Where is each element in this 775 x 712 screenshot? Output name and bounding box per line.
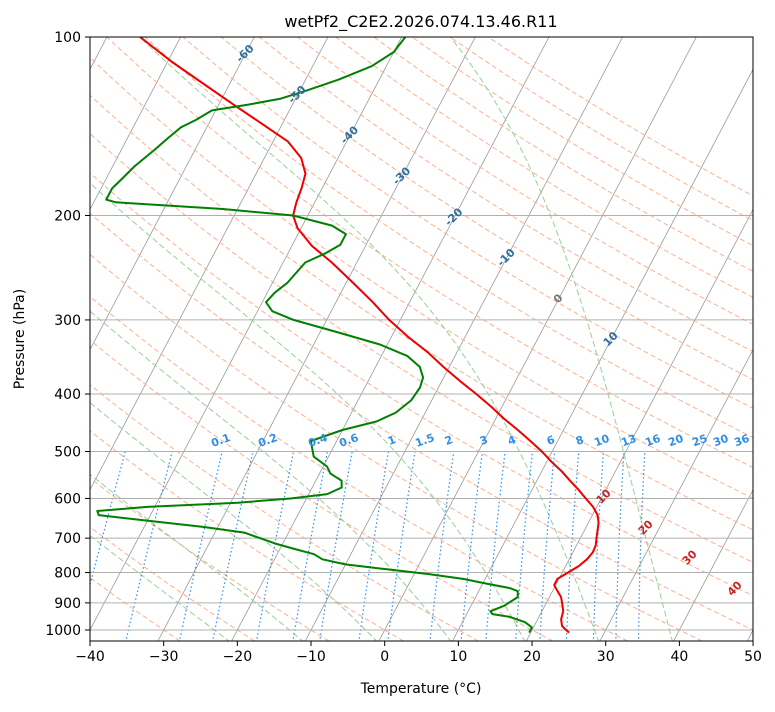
dry-adiabat-line (90, 212, 753, 631)
mixing-ratio-line (515, 451, 533, 641)
mixing-ratio-label: 25 (690, 432, 709, 449)
temperature-profile-line (139, 37, 600, 634)
plot-frame (89, 36, 754, 642)
mixing-ratio-line (90, 451, 126, 588)
isotherm-line (90, 37, 329, 491)
mixing-ratio-line (539, 451, 556, 641)
mixing-ratio-label: 4 (506, 433, 518, 448)
mixing-ratio-label: 0.4 (306, 431, 329, 450)
dry-adiabat-line (106, 37, 753, 469)
isotherm-line (378, 37, 697, 641)
mixing-ratio-label: 8 (574, 433, 586, 448)
dry-adiabat-line (411, 37, 753, 247)
mixing-ratio-label: 10 (592, 432, 611, 450)
y-tick-label: 1000 (45, 623, 81, 639)
isotherm-line (599, 348, 753, 641)
mixing-ratio-line (125, 451, 173, 641)
dry-adiabat-line (90, 94, 753, 531)
mixing-ratio-label: 6 (545, 433, 557, 448)
mixing-ratio-line (178, 451, 223, 641)
dry-adiabat-line (90, 296, 628, 641)
mixing-ratio-label: 1 (386, 433, 398, 448)
y-tick-label: 500 (54, 444, 81, 460)
isotherm-line (525, 208, 753, 641)
moist-adiabat-line (449, 37, 673, 641)
mixing-ratio-line (358, 451, 389, 641)
moist-adiabat-line (138, 37, 600, 641)
mixing-ratio-line (485, 451, 506, 641)
mixing-ratio-label: 0.6 (337, 431, 360, 450)
mixing-ratio-label: 36 (732, 432, 751, 450)
dry-adiabat-line (90, 339, 554, 641)
dry-adiabat-line (144, 37, 753, 439)
x-axis-label: Temperature (°C) (360, 681, 482, 697)
y-tick-label: 200 (54, 209, 81, 225)
x-tick-label: 0 (380, 649, 389, 665)
moist-adiabat-line (90, 473, 304, 641)
x-tick-label: −40 (75, 649, 105, 665)
isotherm-line (90, 37, 181, 211)
y-tick-label: 800 (54, 566, 81, 582)
x-tick-label: −20 (223, 649, 253, 665)
y-axis-label: Pressure (hPa) (12, 289, 28, 389)
y-tick-label: 300 (54, 313, 81, 329)
mixing-ratio-label: 1.5 (413, 431, 436, 450)
dry-adiabat-line (220, 37, 753, 381)
isotherm-line (304, 37, 624, 641)
dry-adiabat-line (487, 37, 753, 197)
dry-adiabat-line (182, 37, 753, 409)
mixing-ratio-line (212, 451, 254, 641)
x-tick-label: 40 (670, 649, 688, 665)
dry-adiabat-line (90, 526, 255, 641)
dry-adiabat-line (90, 172, 753, 597)
dry-adiabat-line (373, 37, 753, 272)
x-tick-label: −30 (149, 649, 179, 665)
mixing-ratio-line (460, 451, 483, 641)
isotherm-line (90, 37, 402, 631)
mixing-ratio-label: 13 (619, 432, 638, 449)
y-tick-label: 600 (54, 491, 81, 507)
mixing-ratio-label: 30 (711, 432, 730, 450)
dry-adiabat-line (259, 37, 753, 353)
y-tick-label: 100 (54, 30, 81, 46)
mixing-ratio-label: 16 (643, 432, 662, 450)
y-tick-label: 400 (54, 387, 81, 403)
y-tick-label: 900 (54, 596, 81, 612)
dry-adiabat-line (90, 56, 753, 499)
mixing-ratio-line (387, 451, 416, 641)
isotherm-line (90, 37, 255, 351)
x-tick-label: 10 (449, 649, 467, 665)
dry-adiabat-line (90, 253, 703, 641)
moist-adiabat-line (90, 182, 526, 641)
mixing-ratio-label: 0.2 (256, 431, 279, 450)
isotherm-line (673, 489, 753, 641)
mixing-ratio-label: 0.1 (209, 431, 232, 450)
x-tick-label: −10 (296, 649, 326, 665)
mixing-ratio-line (429, 451, 455, 641)
isotherm-line (231, 37, 550, 641)
chart-title: wetPf2_C2E2.2026.074.13.46.R11 (284, 12, 557, 32)
isotherm-line (452, 68, 753, 641)
mixing-ratio-label: 2 (443, 433, 455, 448)
dewpoint-profile-line (96, 37, 533, 634)
x-tick-label: 50 (744, 649, 762, 665)
mixing-ratio-label: 3 (478, 433, 490, 448)
dry-adiabat-line (90, 133, 753, 563)
y-tick-label: 700 (54, 531, 81, 547)
mixing-ratio-line (565, 451, 580, 641)
dry-adiabat-line (297, 37, 753, 325)
x-tick-label: 20 (523, 649, 541, 665)
mixing-ratio-label: 20 (666, 432, 685, 450)
x-tick-label: 30 (597, 649, 615, 665)
isotherm-line (157, 37, 476, 641)
